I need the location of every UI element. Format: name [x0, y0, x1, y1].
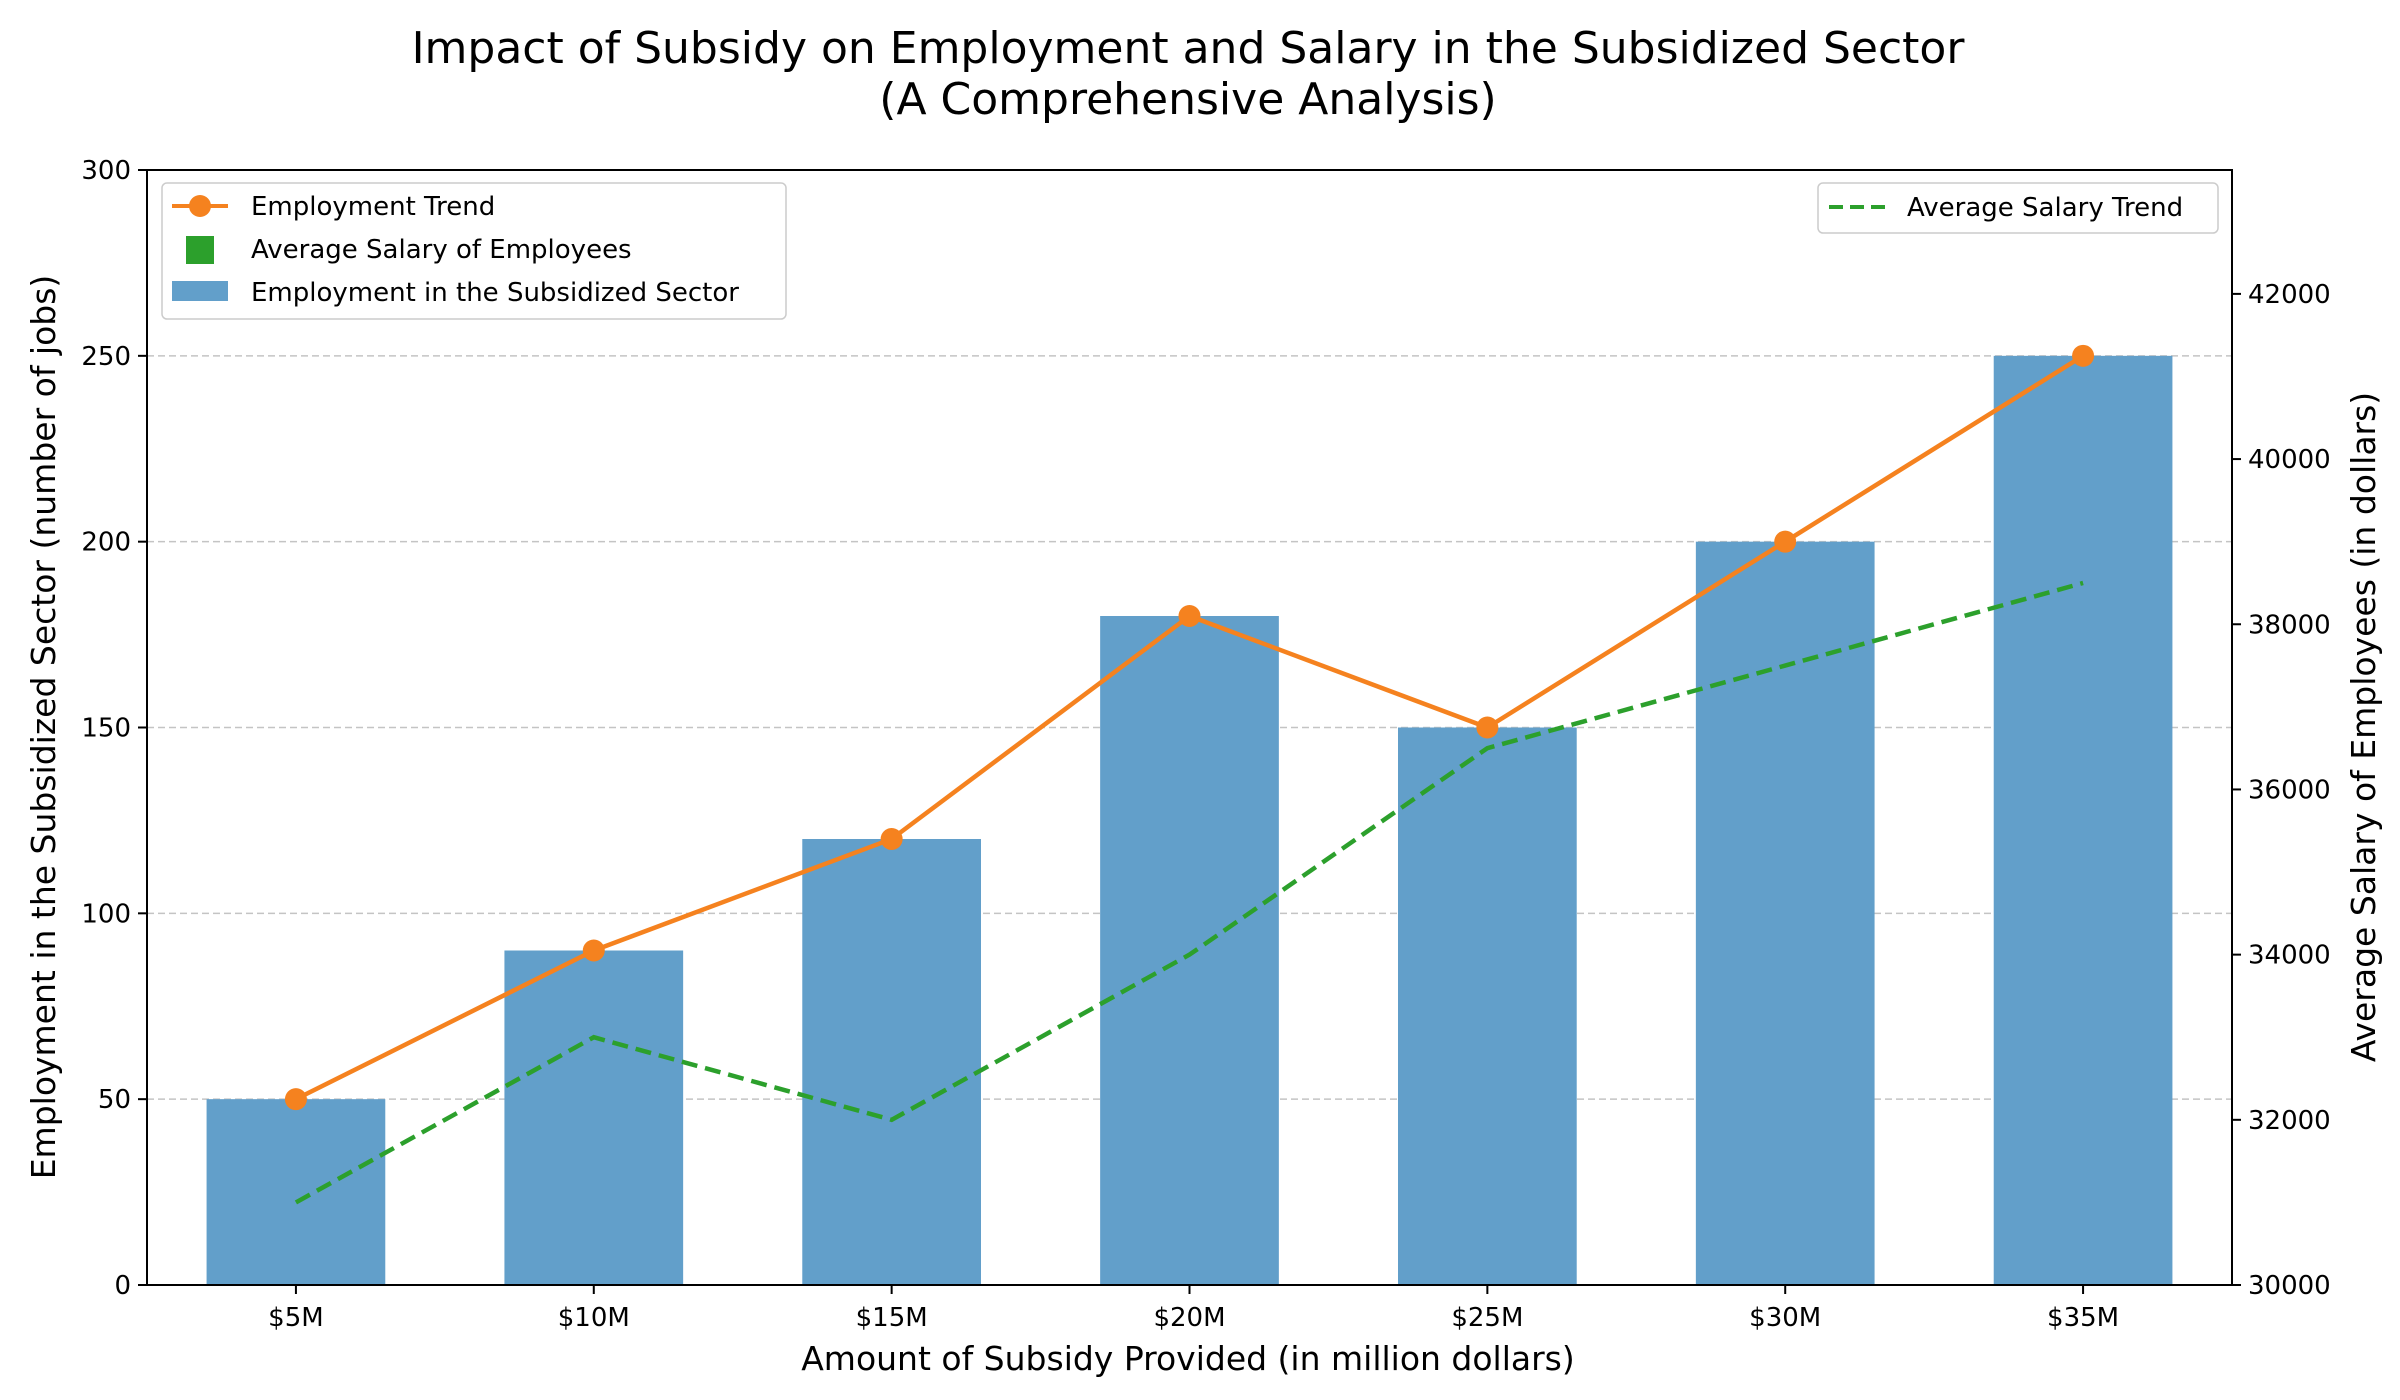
line-layer	[284, 344, 2095, 1205]
employment-trend-point	[1774, 530, 1797, 553]
y-tick-label: 0	[114, 1271, 131, 1301]
y-tick-label: 300	[81, 156, 131, 186]
legend-average-salary-label: Average Salary of Employees	[251, 235, 632, 265]
employment-trend-point	[2072, 344, 2095, 367]
legend-employment-bar-swatch	[172, 281, 228, 301]
y2-tick-label: 34000	[2248, 941, 2331, 971]
y2-tick-label: 42000	[2248, 280, 2331, 310]
y-axis-label: Employment in the Subsidized Sector (num…	[24, 275, 63, 1180]
y2-tick-label: 40000	[2248, 445, 2331, 475]
y2-axis-label: Average Salary of Employees (in dollars)	[2344, 392, 2383, 1062]
bar	[1993, 355, 2173, 1285]
bar	[1100, 616, 1279, 1285]
legend-left-box	[161, 182, 787, 320]
x-tick-label: $15M	[856, 1303, 928, 1333]
y-tick-label: 200	[81, 528, 131, 558]
tick-layer: 0 50 100 150 200 250 300 30000 32000 34000 36000 38…	[81, 156, 2330, 1333]
legend-employment-trend-marker	[189, 195, 211, 217]
bar-layer	[206, 355, 2173, 1285]
x-tick-label: $20M	[1153, 1303, 1225, 1333]
x-tick-label: $10M	[558, 1303, 630, 1333]
bar	[504, 950, 684, 1285]
grid-layer	[147, 355, 2232, 1100]
x-tick-label: $25M	[1451, 1303, 1523, 1333]
y-tick-label: 250	[81, 342, 131, 372]
bar	[1398, 727, 1577, 1285]
legend-employment-bar-label: Employment in the Subsidized Sector	[251, 278, 739, 308]
y-tick-label: 150	[81, 714, 131, 744]
legend-right: Average Salary Trend	[1817, 182, 2219, 234]
salary-trend-line	[294, 580, 2084, 1205]
employment-trend-point	[1476, 716, 1499, 739]
bar	[1695, 541, 1875, 1285]
y2-tick-label: 30000	[2248, 1271, 2331, 1301]
employment-trend-point	[880, 828, 903, 850]
y2-tick-label: 38000	[2248, 610, 2331, 640]
legend-average-salary-marker	[186, 236, 214, 264]
employment-trend-point	[582, 939, 605, 962]
legend-left: Employment Trend Average Salary of Emplo…	[161, 182, 787, 320]
y-tick-label: 100	[81, 899, 131, 929]
bar	[802, 839, 981, 1285]
legend-employment-trend-label: Employment Trend	[251, 192, 495, 222]
legend-right-box	[1817, 182, 2219, 234]
employment-trend-point	[284, 1088, 307, 1111]
y2-tick-label: 32000	[2248, 1106, 2331, 1136]
legend-salary-trend-label: Average Salary Trend	[1907, 193, 2183, 223]
x-tick-label: $5M	[268, 1303, 324, 1333]
employment-trend-point	[1178, 605, 1201, 627]
x-axis-label: Amount of Subsidy Provided (in million d…	[801, 1339, 1575, 1378]
y2-tick-label: 36000	[2248, 775, 2331, 805]
chart-title: Impact of Subsidy on Employment and Sala…	[412, 23, 1966, 74]
x-tick-label: $35M	[2047, 1303, 2119, 1333]
chart-subtitle: (A Comprehensive Analysis)	[879, 74, 1496, 125]
bar	[206, 1099, 386, 1285]
y-tick-label: 50	[98, 1085, 131, 1115]
x-tick-label: $30M	[1749, 1303, 1821, 1333]
